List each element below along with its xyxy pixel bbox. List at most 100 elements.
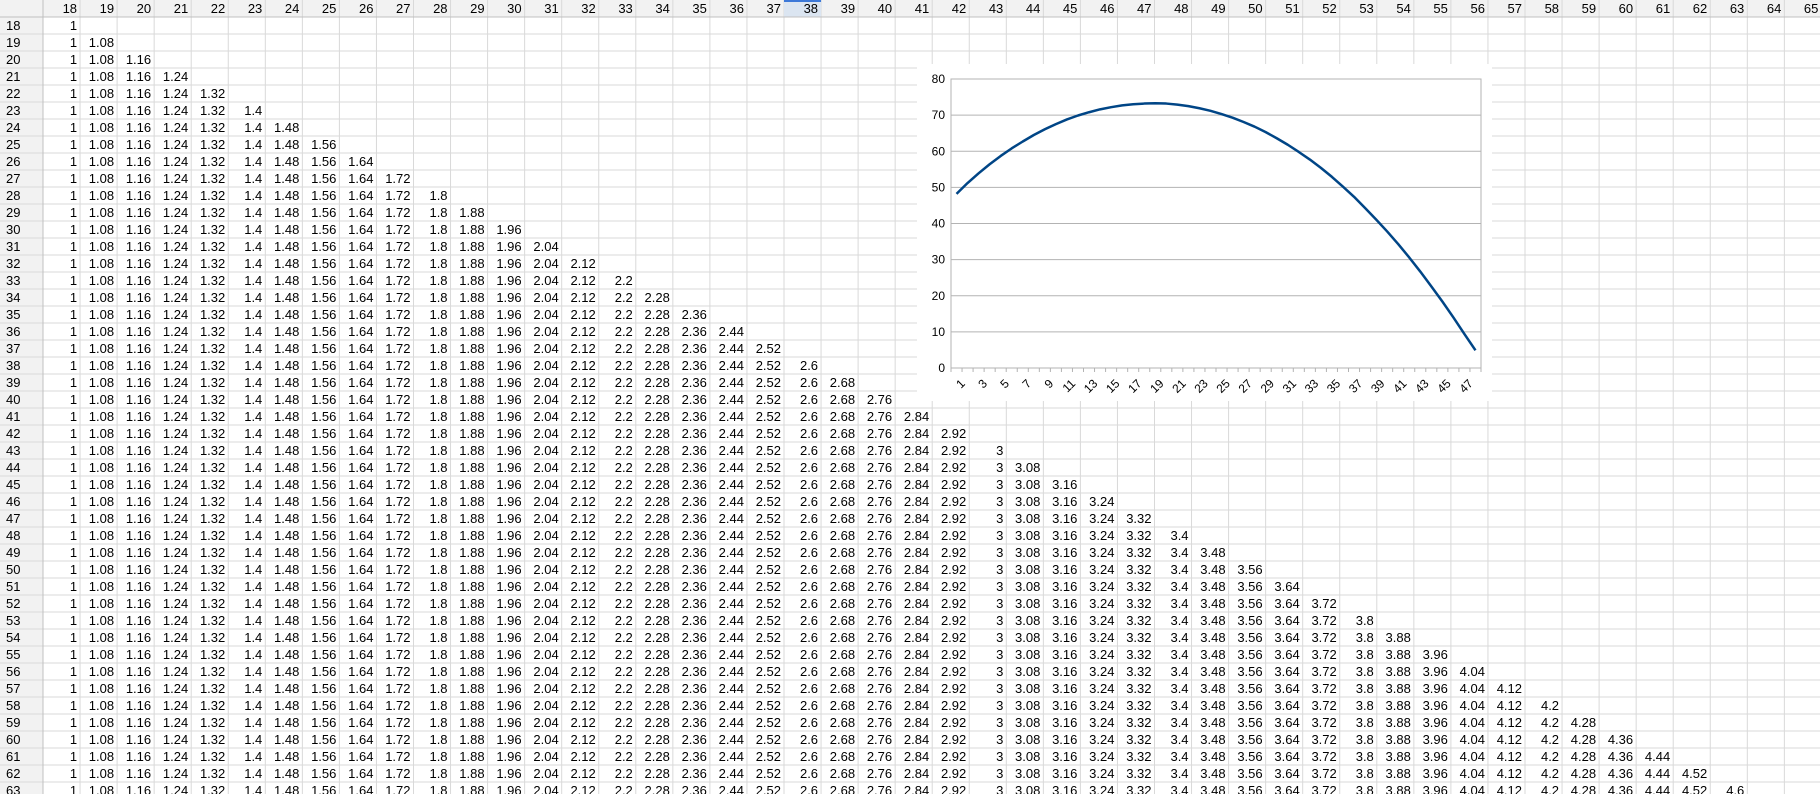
cell-value[interactable]: 1.48 [274,290,299,305]
cell-value[interactable]: 4.44 [1645,783,1670,794]
cell-value[interactable]: 3.88 [1386,749,1411,764]
cell-value[interactable]: 1.56 [311,596,336,611]
cell-value[interactable]: 1.96 [496,749,521,764]
cell-value[interactable]: 1.72 [385,171,410,186]
cell-value[interactable]: 1.4 [244,375,262,390]
column-header-24[interactable]: 24 [285,1,299,16]
cell-value[interactable]: 3.96 [1423,681,1448,696]
cell-value[interactable]: 3.08 [1015,460,1040,475]
cell-value[interactable]: 1.32 [200,273,225,288]
cell-value[interactable]: 1.56 [311,766,336,781]
cell-value[interactable]: 1.56 [311,409,336,424]
cell-value[interactable]: 3.08 [1015,579,1040,594]
cell-value[interactable]: 2.68 [830,698,855,713]
cell-value[interactable]: 3.88 [1386,681,1411,696]
cell-value[interactable]: 2.12 [570,392,595,407]
cell-value[interactable]: 1.48 [274,460,299,475]
cell-value[interactable]: 2.6 [800,426,818,441]
cell-value[interactable]: 2.04 [533,783,558,794]
row-header-49[interactable]: 49 [6,545,20,560]
cell-value[interactable]: 2.6 [800,477,818,492]
cell-value[interactable]: 4.2 [1541,749,1559,764]
cell-value[interactable]: 1 [70,205,77,220]
cell-value[interactable]: 1.64 [348,732,373,747]
cell-value[interactable]: 2.44 [719,664,744,679]
cell-value[interactable]: 2.04 [533,358,558,373]
cell-value[interactable]: 2.12 [570,681,595,696]
cell-value[interactable]: 1.08 [89,154,114,169]
cell-value[interactable]: 3.24 [1089,596,1114,611]
cell-value[interactable]: 3.48 [1200,766,1225,781]
cell-value[interactable]: 3.48 [1200,698,1225,713]
cell-value[interactable]: 1.16 [126,137,151,152]
cell-value[interactable]: 2.52 [756,443,781,458]
cell-value[interactable]: 3.72 [1311,664,1336,679]
cell-value[interactable]: 1.8 [429,188,447,203]
column-header-22[interactable]: 22 [211,1,225,16]
cell-value[interactable]: 3.24 [1089,749,1114,764]
cell-value[interactable]: 1.4 [244,443,262,458]
cell-value[interactable]: 1.08 [89,137,114,152]
cell-value[interactable]: 2.2 [615,426,633,441]
cell-value[interactable]: 1.48 [274,681,299,696]
row-header-52[interactable]: 52 [6,596,20,611]
cell-value[interactable]: 2.36 [682,613,707,628]
cell-value[interactable]: 1.96 [496,732,521,747]
cell-value[interactable]: 1.56 [311,222,336,237]
cell-value[interactable]: 2.6 [800,596,818,611]
cell-value[interactable]: 2.44 [719,460,744,475]
cell-value[interactable]: 1.32 [200,137,225,152]
cell-value[interactable]: 2.2 [615,664,633,679]
cell-value[interactable]: 2.04 [533,273,558,288]
cell-value[interactable]: 1.8 [429,324,447,339]
column-header-34[interactable]: 34 [655,1,669,16]
row-header-25[interactable]: 25 [6,137,20,152]
cell-value[interactable]: 2.84 [904,494,929,509]
row-header-26[interactable]: 26 [6,154,20,169]
cell-value[interactable]: 1.32 [200,171,225,186]
cell-value[interactable]: 1.16 [126,205,151,220]
cell-value[interactable]: 1.4 [244,256,262,271]
cell-value[interactable]: 1.88 [459,596,484,611]
cell-value[interactable]: 2.68 [830,647,855,662]
cell-value[interactable]: 1.96 [496,392,521,407]
cell-value[interactable]: 2.2 [615,528,633,543]
cell-value[interactable]: 1.64 [348,613,373,628]
cell-value[interactable]: 3.16 [1052,630,1077,645]
cell-value[interactable]: 2.68 [830,596,855,611]
cell-value[interactable]: 1.72 [385,647,410,662]
cell-value[interactable]: 1.8 [429,290,447,305]
cell-value[interactable]: 3.08 [1015,681,1040,696]
cell-value[interactable]: 1.72 [385,579,410,594]
cell-value[interactable]: 3.56 [1237,715,1262,730]
cell-value[interactable]: 1.48 [274,613,299,628]
cell-value[interactable]: 2.6 [800,443,818,458]
cell-value[interactable]: 1.64 [348,783,373,794]
cell-value[interactable]: 1.16 [126,426,151,441]
cell-value[interactable]: 1.16 [126,52,151,67]
cell-value[interactable]: 2.28 [645,647,670,662]
cell-value[interactable]: 2.84 [904,630,929,645]
cell-value[interactable]: 1.32 [200,477,225,492]
cell-value[interactable]: 1.96 [496,783,521,794]
cell-value[interactable]: 1.64 [348,715,373,730]
cell-value[interactable]: 2.92 [941,749,966,764]
cell-value[interactable]: 3.64 [1274,647,1299,662]
cell-value[interactable]: 1.24 [163,511,188,526]
cell-value[interactable]: 1.24 [163,613,188,628]
cell-value[interactable]: 3.88 [1386,732,1411,747]
cell-value[interactable]: 2.12 [570,766,595,781]
cell-value[interactable]: 3.96 [1423,749,1448,764]
cell-value[interactable]: 1.8 [429,222,447,237]
cell-value[interactable]: 3.56 [1237,698,1262,713]
cell-value[interactable]: 2.76 [867,613,892,628]
cell-value[interactable]: 2.92 [941,766,966,781]
cell-value[interactable]: 1.56 [311,477,336,492]
cell-value[interactable]: 2.76 [867,392,892,407]
cell-value[interactable]: 3.32 [1126,562,1151,577]
cell-value[interactable]: 1 [70,545,77,560]
cell-value[interactable]: 3.16 [1052,732,1077,747]
cell-value[interactable]: 2.68 [830,681,855,696]
cell-value[interactable]: 1.96 [496,647,521,662]
column-header-21[interactable]: 21 [174,1,188,16]
